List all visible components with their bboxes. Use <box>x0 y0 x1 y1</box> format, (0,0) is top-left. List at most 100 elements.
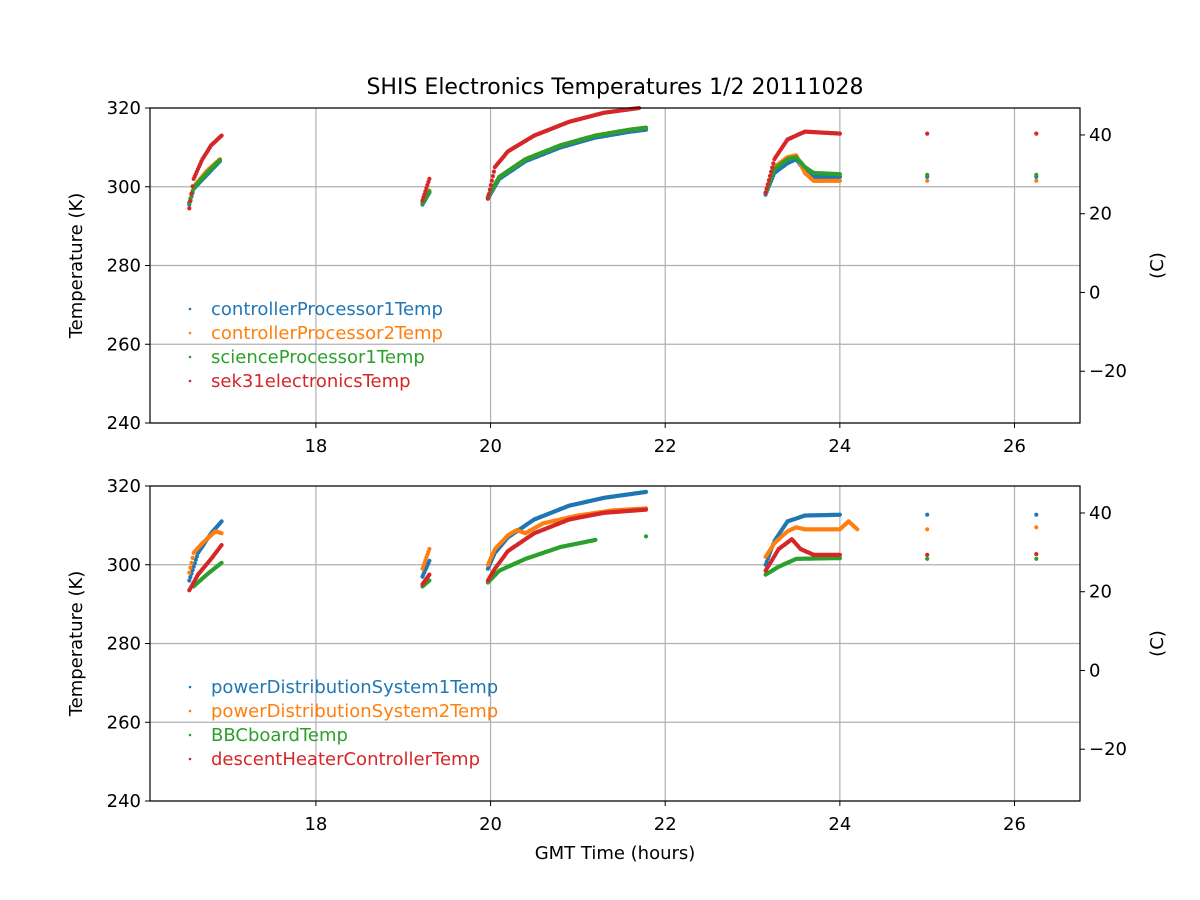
data-point <box>925 512 930 517</box>
x-tick-label: 18 <box>304 436 327 457</box>
data-point <box>925 556 930 561</box>
legend-label: controllerProcessor1Temp <box>211 299 443 320</box>
data-point <box>219 560 224 565</box>
x-tick-label: 26 <box>1003 436 1026 457</box>
x-tick-label: 20 <box>479 436 502 457</box>
series-points <box>191 534 1039 589</box>
data-point <box>837 131 843 136</box>
data-point <box>1034 552 1039 557</box>
y-tick-label: 320 <box>107 98 141 119</box>
data-point <box>643 489 649 494</box>
legend-label: powerDistributionSystem1Temp <box>211 677 498 698</box>
y2-axis-label: (C) <box>1147 630 1168 657</box>
top-panel: 18 20 22 24 26 240 260 280 300 320 −20 0 20 40 Temp… <box>66 98 1168 457</box>
series-points <box>187 125 1039 206</box>
data-point <box>219 133 224 138</box>
y2-tick-label: 40 <box>1089 125 1112 146</box>
data-point <box>770 165 775 170</box>
y-axis-label: Temperature (K) <box>66 571 87 718</box>
data-point <box>925 131 930 136</box>
legend-marker <box>188 355 192 359</box>
data-point <box>1034 178 1039 183</box>
legend-marker <box>188 331 192 335</box>
y-tick-label: 280 <box>107 256 141 277</box>
data-point <box>837 556 843 561</box>
data-point <box>837 512 843 517</box>
data-point <box>490 174 495 179</box>
legend-marker <box>188 757 192 761</box>
data-point <box>837 172 843 177</box>
y2-ticks: −20 0 20 40 <box>1080 503 1127 760</box>
series-points <box>187 125 1039 205</box>
data-point <box>190 184 195 189</box>
x-ticks: 18 20 22 24 26 <box>304 801 1026 835</box>
series-points <box>187 506 1039 575</box>
data-point <box>643 507 649 512</box>
y2-ticks: −20 0 20 40 <box>1080 125 1127 382</box>
legend-label: scienceProcessor1Temp <box>211 347 425 368</box>
data-point <box>219 519 224 524</box>
legend-label: BBCboardTemp <box>211 725 348 746</box>
data-point <box>491 169 496 174</box>
legend-marker <box>188 709 192 713</box>
data-point <box>191 564 196 569</box>
y2-tick-label: 0 <box>1089 282 1100 303</box>
data-point <box>1034 512 1039 517</box>
data-point <box>189 191 194 196</box>
x-tick-label: 24 <box>828 436 851 457</box>
legend-label: sek31electronicsTemp <box>211 371 411 392</box>
legend-label: powerDistributionSystem2Temp <box>211 701 498 722</box>
data-point <box>837 178 843 183</box>
data-point <box>763 190 768 195</box>
y-axis-label: Temperature (K) <box>66 193 87 340</box>
x-ticks: 18 20 22 24 26 <box>304 423 1026 457</box>
x-tick-label: 20 <box>479 814 502 835</box>
data-point <box>488 183 493 188</box>
data-point <box>487 187 492 192</box>
series-points <box>187 127 1039 207</box>
data-point <box>219 531 224 536</box>
data-point <box>219 543 224 548</box>
series-points <box>187 507 1039 593</box>
data-point <box>925 172 930 177</box>
data-point <box>1034 172 1039 177</box>
data-point <box>765 182 770 187</box>
data-point <box>1034 556 1039 561</box>
data-points <box>187 105 1039 211</box>
data-point <box>485 196 490 201</box>
y-tick-label: 240 <box>107 791 141 812</box>
data-point <box>188 575 193 580</box>
y-tick-label: 240 <box>107 413 141 434</box>
data-point <box>193 557 198 562</box>
legend-marker <box>188 379 192 383</box>
y2-tick-label: 20 <box>1089 582 1112 603</box>
data-point <box>767 173 773 178</box>
data-point <box>427 189 432 194</box>
y2-tick-label: −20 <box>1089 361 1127 382</box>
data-point <box>188 198 193 204</box>
x-tick-label: 26 <box>1003 814 1026 835</box>
data-point <box>593 537 598 543</box>
data-point <box>217 157 222 163</box>
data-point <box>925 552 930 558</box>
x-tick-label: 22 <box>654 814 677 835</box>
bottom-panel: 18 20 22 24 26 240 260 280 300 320 −20 0 20 40 Temp… <box>66 476 1168 835</box>
y2-tick-label: 20 <box>1089 204 1112 225</box>
data-point <box>194 554 199 559</box>
legend: powerDistributionSystem1Temp powerDistrib… <box>188 677 498 770</box>
y2-axis-label: (C) <box>1147 252 1168 279</box>
legend-marker <box>188 685 192 689</box>
data-points <box>187 489 1039 593</box>
data-point <box>769 169 774 174</box>
y-tick-label: 260 <box>107 712 141 733</box>
y-tick-label: 260 <box>107 334 141 355</box>
data-point <box>427 546 432 552</box>
data-point <box>187 578 192 583</box>
data-point <box>188 565 193 570</box>
x-tick-label: 24 <box>828 814 851 835</box>
data-point <box>766 178 772 183</box>
data-point <box>427 176 432 181</box>
y2-tick-label: 40 <box>1089 503 1112 524</box>
data-point <box>486 192 491 197</box>
legend-marker <box>188 733 192 737</box>
